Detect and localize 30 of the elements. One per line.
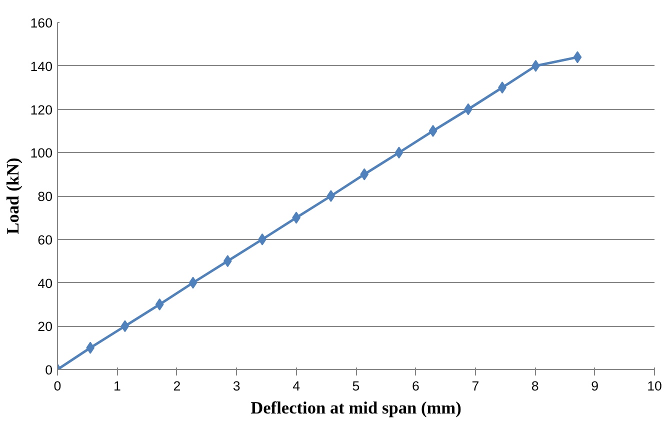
x-tick-label: 5 — [352, 378, 360, 394]
y-tick-label: 0 — [45, 362, 53, 378]
x-tick-label: 9 — [591, 378, 599, 394]
point — [223, 255, 232, 268]
y-tick-label: 60 — [38, 232, 53, 248]
y-tick-label: 40 — [38, 276, 53, 291]
point — [120, 320, 130, 332]
x-tick-label: 10 — [647, 378, 662, 394]
y-tick-label: 160 — [30, 16, 53, 30]
point — [360, 168, 369, 180]
point — [394, 146, 404, 159]
y-tick-label: 100 — [30, 146, 53, 161]
x-tick-label: 2 — [173, 378, 181, 394]
x-tick-label: 3 — [232, 378, 240, 394]
point — [155, 298, 164, 310]
point — [428, 124, 438, 137]
point — [573, 51, 582, 64]
y-tick-label: 140 — [30, 58, 53, 74]
x-axis-title: Deflection at mid span (mm) — [250, 398, 462, 418]
x-tick-label: 6 — [412, 378, 420, 394]
y-axis-title: Load (kN) — [3, 157, 22, 234]
point — [326, 190, 336, 202]
y-tick-label: 20 — [38, 319, 53, 334]
point — [188, 276, 198, 289]
x-tick-label: 8 — [531, 378, 539, 394]
y-tick-label: 80 — [38, 189, 53, 204]
x-tick-label: 1 — [113, 378, 121, 394]
x-tick-label: 4 — [292, 378, 301, 394]
x-tick-label: 7 — [472, 378, 480, 394]
y-tick-label: 120 — [30, 102, 53, 118]
